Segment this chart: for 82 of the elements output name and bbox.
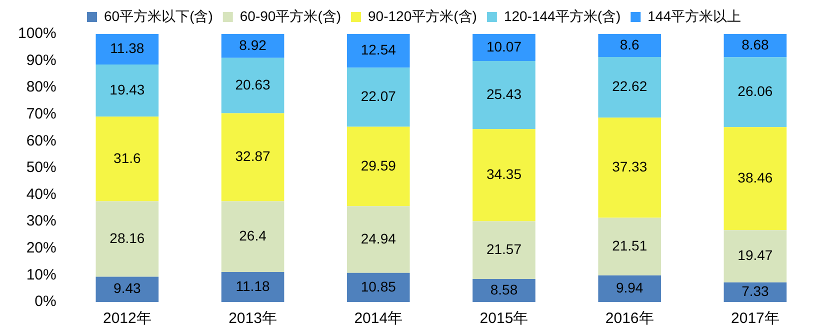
data-label: 11.18 xyxy=(236,278,270,294)
data-label: 29.59 xyxy=(360,157,396,174)
y-tick-label: 30% xyxy=(26,212,56,230)
bar xyxy=(472,279,536,302)
bar xyxy=(598,218,661,276)
bar xyxy=(724,34,787,58)
data-label: 8.92 xyxy=(239,36,267,53)
data-label: 11.38 xyxy=(110,40,144,56)
data-label: 12.54 xyxy=(360,42,396,58)
data-label: 21.51 xyxy=(612,237,648,254)
data-label: 25.43 xyxy=(486,86,522,102)
y-tick-label: 10% xyxy=(26,266,56,284)
bar xyxy=(221,272,284,302)
x-tick-label: 2014年 xyxy=(354,310,403,328)
data-label: 31.6 xyxy=(114,150,142,166)
data-label: 22.62 xyxy=(612,78,648,94)
y-tick-label: 90% xyxy=(26,52,56,69)
legend-label: 120-144平方米(含) xyxy=(504,8,621,24)
data-label: 19.47 xyxy=(738,247,773,264)
bar xyxy=(724,230,787,282)
data-label: 22.07 xyxy=(360,88,396,104)
bar xyxy=(221,201,284,272)
bar xyxy=(598,34,661,58)
data-label: 8.6 xyxy=(620,36,640,52)
data-label: 19.43 xyxy=(110,81,145,98)
x-tick-label: 2017年 xyxy=(731,310,780,328)
x-tick-label: 2016年 xyxy=(605,310,654,328)
data-label: 28.16 xyxy=(110,230,145,246)
y-tick-label: 50% xyxy=(26,159,56,176)
data-label: 20.63 xyxy=(235,76,270,92)
bar xyxy=(346,206,410,273)
bar xyxy=(724,57,787,128)
bar xyxy=(221,113,284,202)
bar xyxy=(598,275,661,302)
data-label: 21.57 xyxy=(486,240,522,257)
data-label: 7.33 xyxy=(742,283,770,300)
data-label: 9.43 xyxy=(114,280,142,296)
bar xyxy=(346,272,410,302)
data-label: 9.94 xyxy=(616,280,644,296)
legend-label: 144平方米以上 xyxy=(648,8,742,24)
bar xyxy=(96,276,159,302)
bar xyxy=(472,221,536,280)
data-label: 37.33 xyxy=(612,158,648,175)
y-tick-label: 20% xyxy=(26,240,56,257)
data-label: 32.87 xyxy=(235,148,270,164)
y-tick-label: 70% xyxy=(26,106,56,123)
legend-label: 90-120平方米(含) xyxy=(368,8,477,24)
data-label: 26.4 xyxy=(239,228,267,244)
bar xyxy=(598,118,661,218)
bar xyxy=(221,58,284,114)
bar xyxy=(472,60,536,130)
x-tick-label: 2012年 xyxy=(102,310,152,328)
y-tick-label: 80% xyxy=(26,78,56,96)
y-tick-label: 60% xyxy=(26,132,56,150)
bar xyxy=(472,34,536,61)
data-label: 8.68 xyxy=(742,36,770,52)
bar xyxy=(96,116,159,202)
bar xyxy=(346,126,410,206)
data-label: 34.35 xyxy=(486,166,522,182)
y-tick-label: 0% xyxy=(34,293,56,310)
bar xyxy=(598,57,661,118)
data-label: 38.46 xyxy=(738,170,773,186)
bar xyxy=(96,201,159,277)
bar xyxy=(96,64,159,117)
y-tick-label: 100% xyxy=(18,25,56,42)
data-label: 24.94 xyxy=(360,230,396,246)
x-tick-label: 2015年 xyxy=(480,310,528,328)
data-label: 10.07 xyxy=(486,38,522,54)
legend-label: 60平方米以下(含) xyxy=(104,8,213,24)
bar xyxy=(472,129,536,222)
bar xyxy=(96,34,159,64)
data-label: 26.06 xyxy=(738,83,773,100)
data-label: 8.58 xyxy=(490,281,518,298)
bar xyxy=(221,34,284,58)
bar xyxy=(346,68,410,127)
data-label: 10.85 xyxy=(360,278,396,294)
y-tick-label: 40% xyxy=(26,186,56,203)
bar xyxy=(724,282,787,302)
bar xyxy=(724,127,787,230)
legend-label: 60-90平方米(含) xyxy=(240,8,342,24)
bar xyxy=(346,34,410,68)
x-tick-label: 2013年 xyxy=(228,310,277,328)
